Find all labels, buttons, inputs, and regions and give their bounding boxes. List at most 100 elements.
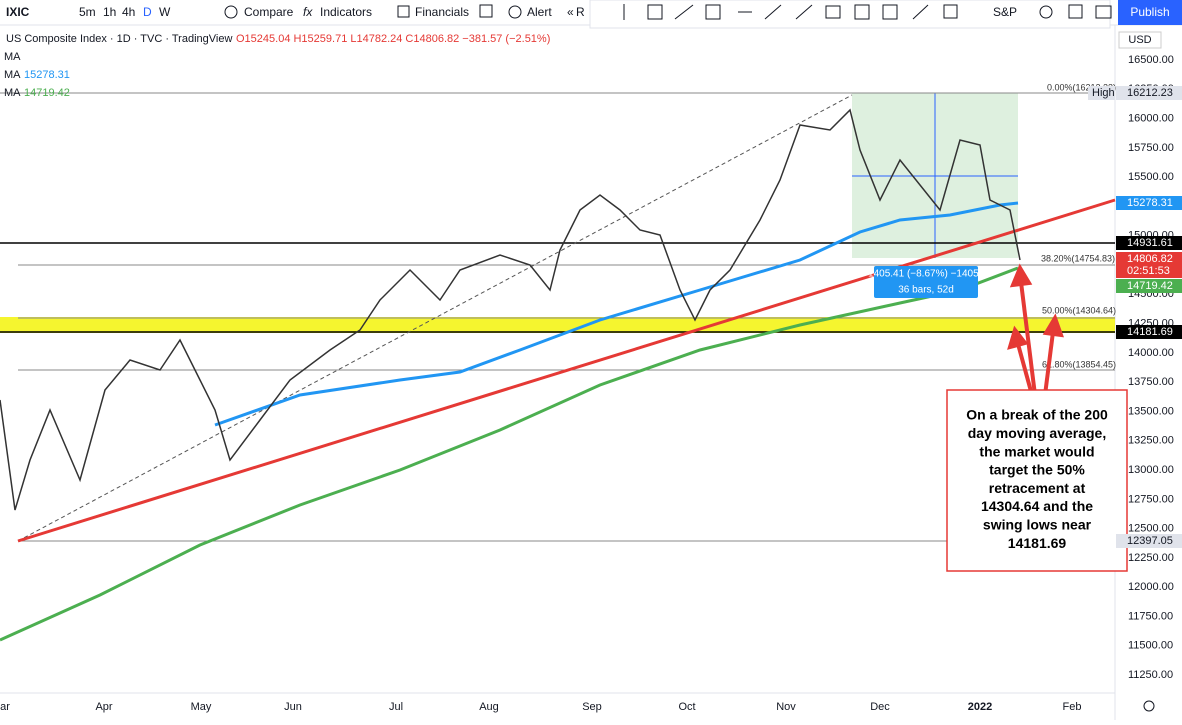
- price-tag-value: 15278.31: [1127, 197, 1173, 209]
- time-label: ar: [0, 701, 10, 713]
- fib-label: 50.00%(14304.64): [1042, 305, 1116, 315]
- interval[interactable]: 4h: [122, 5, 135, 19]
- price-tag-label-box: [1088, 86, 1115, 100]
- price-tag-box: [1116, 86, 1182, 100]
- time-axis: ar Apr May Jun Jul Aug Sep Oct Nov Dec 2022 Feb: [0, 701, 1081, 713]
- interval[interactable]: D: [143, 5, 152, 19]
- legend-ohlc: O15245.04 H15259.71 L14782.24 C14806.82 …: [236, 33, 550, 45]
- price-label: 13750.00: [1128, 376, 1174, 388]
- time-label: Jul: [389, 701, 403, 713]
- legend-title: US Composite Index · 1D · TVC · TradingV…: [6, 33, 232, 45]
- time-label: Dec: [870, 701, 890, 713]
- price-label: 12250.00: [1128, 552, 1174, 564]
- price-label: 13000.00: [1128, 464, 1174, 476]
- price-label: 16500.00: [1128, 54, 1174, 66]
- time-label: Oct: [678, 701, 695, 713]
- indicators-button[interactable]: Indicators: [320, 5, 372, 19]
- price-path: [0, 108, 1021, 511]
- compare-button[interactable]: Compare: [244, 5, 294, 19]
- price-tag-value: 14181.69: [1127, 326, 1173, 338]
- interval[interactable]: 1h: [103, 5, 116, 19]
- fib-label: 61.80%(13854.45): [1042, 359, 1116, 369]
- annotation-box: [946, 389, 1128, 572]
- price-label: 12500.00: [1128, 523, 1174, 535]
- ma-100: [214, 201, 1019, 427]
- time-label: Jun: [284, 701, 302, 713]
- financials-button[interactable]: Financials: [415, 5, 469, 19]
- time-label: Sep: [582, 701, 602, 713]
- price-tag-box: [1116, 196, 1182, 210]
- interval[interactable]: W: [159, 5, 171, 19]
- annotation-line: target the 50%: [989, 462, 1085, 478]
- price-tag-value: 12397.05: [1127, 535, 1173, 547]
- measure-bars: 36 bars, 52d: [898, 285, 954, 296]
- price-tag-value: 14931.61: [1127, 237, 1173, 249]
- price-tag-box: [1116, 534, 1182, 548]
- fib-label: 38.20%(14754.83): [1041, 253, 1115, 263]
- price-tag-box: [1116, 236, 1182, 250]
- settings-icon[interactable]: [1039, 5, 1053, 19]
- time-label: Aug: [479, 701, 499, 713]
- arrows: [1007, 263, 1064, 396]
- drawing-toolbar: [589, 0, 1111, 29]
- compare-icon: [224, 5, 238, 19]
- price-tag-value: 16212.23: [1127, 87, 1173, 99]
- fib-trendline: [17, 94, 853, 542]
- publish-label: Publish: [1130, 5, 1169, 19]
- time-label: Apr: [95, 701, 112, 713]
- price-label: 11500.00: [1128, 640, 1173, 652]
- price-label: 11250.00: [1128, 669, 1173, 681]
- annotation-line: 14304.64 and the: [981, 498, 1093, 514]
- symbol[interactable]: IXIC: [6, 5, 30, 19]
- price-tag-countdown: 02:51:53: [1127, 265, 1170, 277]
- annotation-line: retracement at: [989, 480, 1086, 496]
- fullscreen-icon[interactable]: [1068, 4, 1083, 19]
- fib-label: 0.00%(16212.23): [1047, 82, 1116, 92]
- replay-button[interactable]: R: [576, 5, 585, 19]
- price-label: 11750.00: [1128, 610, 1173, 622]
- publish-button[interactable]: [1118, 0, 1182, 25]
- price-label: 15750.00: [1128, 142, 1174, 154]
- measure-label-box: [874, 266, 978, 298]
- support-zone: [0, 317, 1115, 333]
- annotation-line: On a break of the 200: [966, 407, 1108, 423]
- currency-button[interactable]: [1118, 31, 1162, 49]
- templates-icon[interactable]: [479, 4, 493, 18]
- interval[interactable]: 5m: [79, 5, 96, 19]
- drawing-tools[interactable]: [623, 4, 958, 20]
- annotation: On a break of the 200 day moving average,…: [966, 407, 1108, 551]
- alert-button[interactable]: Alert: [527, 5, 552, 19]
- legend-ma: MA: [4, 51, 21, 63]
- price-label: 12000.00: [1128, 581, 1174, 593]
- annotation-line: swing lows near: [983, 517, 1092, 533]
- price-tag-box: [1116, 325, 1182, 339]
- legend-ma-value: 14719.42: [24, 87, 70, 99]
- alert-icon: [508, 5, 522, 19]
- axis-settings[interactable]: [1143, 700, 1155, 712]
- annotation-line: the market would: [979, 443, 1094, 459]
- annotation-line: 14181.69: [1008, 535, 1067, 551]
- time-label: Feb: [1063, 701, 1082, 713]
- time-label: May: [191, 701, 212, 713]
- price-label: 15500.00: [1128, 171, 1174, 183]
- price-label: 13250.00: [1128, 435, 1174, 447]
- price-label: 12750.00: [1128, 493, 1174, 505]
- currency: USD: [1128, 34, 1151, 46]
- legend-ma: MA: [4, 87, 21, 99]
- price-label: 13500.00: [1128, 405, 1174, 417]
- legend-ma: MA: [4, 69, 21, 81]
- price-tag-value: 14719.42: [1127, 280, 1173, 292]
- time-label: Nov: [776, 701, 796, 713]
- snapshot-icon[interactable]: [1095, 5, 1112, 19]
- price-label: 14000.00: [1128, 347, 1174, 359]
- indicators-icon: fx: [303, 5, 313, 19]
- price-tag-value: 14806.82: [1127, 253, 1173, 265]
- annotation-line: day moving average,: [968, 425, 1107, 441]
- horizontal-levels: [0, 92, 1115, 542]
- price-tag-box: [1116, 252, 1182, 278]
- exchange[interactable]: S&P: [993, 5, 1017, 19]
- replay-icon: «: [567, 5, 574, 19]
- price-tags: 16212.23 High 15278.31 14931.61 14806.8202:5…: [1088, 86, 1182, 548]
- time-label: 2022: [968, 701, 992, 713]
